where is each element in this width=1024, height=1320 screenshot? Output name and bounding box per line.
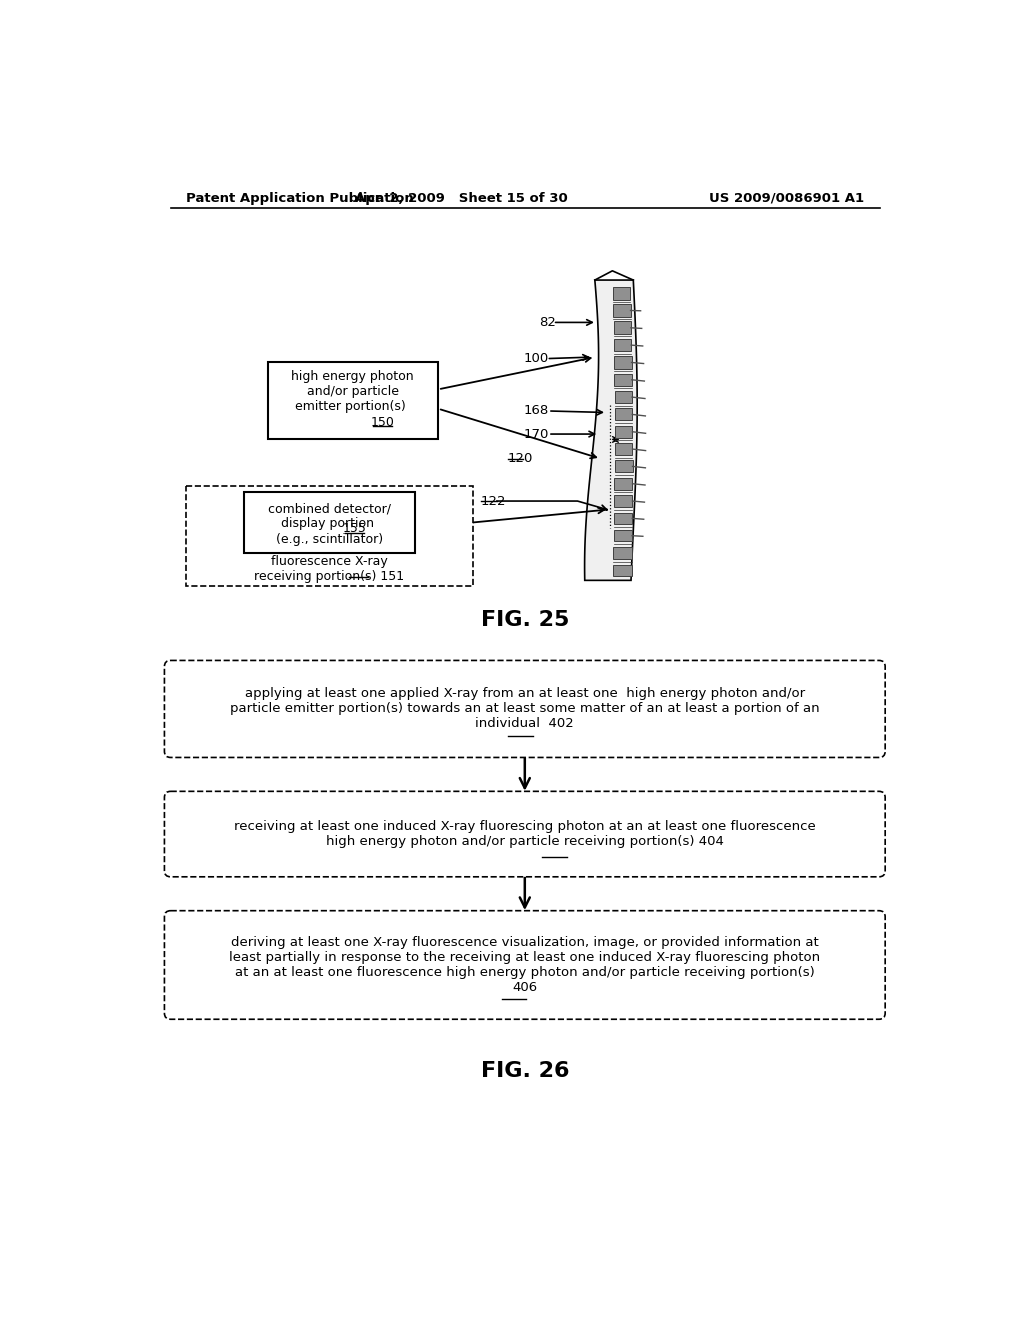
Text: 170: 170 xyxy=(523,428,549,441)
Text: Patent Application Publication: Patent Application Publication xyxy=(186,191,414,205)
FancyBboxPatch shape xyxy=(165,792,885,876)
Bar xyxy=(614,391,632,403)
Bar xyxy=(613,321,631,334)
Text: 168: 168 xyxy=(523,404,549,417)
Polygon shape xyxy=(585,280,637,581)
Text: (e.g., scintillator): (e.g., scintillator) xyxy=(275,533,383,546)
Bar xyxy=(614,339,631,351)
Text: deriving at least one X-ray fluorescence visualization, image, or provided infor: deriving at least one X-ray fluorescence… xyxy=(229,936,820,994)
Text: combined detector/
display portion: combined detector/ display portion xyxy=(268,503,391,531)
Bar xyxy=(614,356,632,368)
Text: 122: 122 xyxy=(480,495,506,508)
Text: Apr. 2, 2009   Sheet 15 of 30: Apr. 2, 2009 Sheet 15 of 30 xyxy=(355,191,567,205)
Bar xyxy=(613,565,632,576)
Text: applying at least one applied X-ray from an at least one  high energy photon and: applying at least one applied X-ray from… xyxy=(230,688,819,730)
Text: 100: 100 xyxy=(523,352,549,366)
Text: 150: 150 xyxy=(371,416,394,429)
Text: FIG. 25: FIG. 25 xyxy=(480,610,569,631)
Bar xyxy=(614,408,632,421)
Text: FIG. 26: FIG. 26 xyxy=(480,1061,569,1081)
Bar xyxy=(614,444,633,455)
Bar xyxy=(614,374,632,385)
Bar xyxy=(614,478,633,490)
Bar xyxy=(267,363,438,440)
Bar xyxy=(614,426,633,438)
Bar xyxy=(613,304,631,317)
Text: US 2009/0086901 A1: US 2009/0086901 A1 xyxy=(710,191,864,205)
Bar xyxy=(613,529,632,541)
Text: receiving at least one induced X-ray fluorescing photon at an at least one fluor: receiving at least one induced X-ray flu… xyxy=(233,820,816,847)
Text: 155: 155 xyxy=(342,523,367,536)
FancyBboxPatch shape xyxy=(165,660,885,758)
Bar xyxy=(614,512,632,524)
Bar xyxy=(613,548,632,558)
Bar xyxy=(186,486,473,586)
Text: fluorescence X-ray
receiving portion(s) 151: fluorescence X-ray receiving portion(s) … xyxy=(254,554,404,583)
Bar xyxy=(613,286,630,300)
FancyBboxPatch shape xyxy=(165,911,885,1019)
Text: 82: 82 xyxy=(539,315,556,329)
Text: 120: 120 xyxy=(508,453,534,465)
Bar xyxy=(245,492,415,553)
Bar xyxy=(614,461,633,473)
Bar xyxy=(614,495,633,507)
Text: high energy photon
and/or particle
emitter portion(s): high energy photon and/or particle emitt… xyxy=(292,370,414,413)
